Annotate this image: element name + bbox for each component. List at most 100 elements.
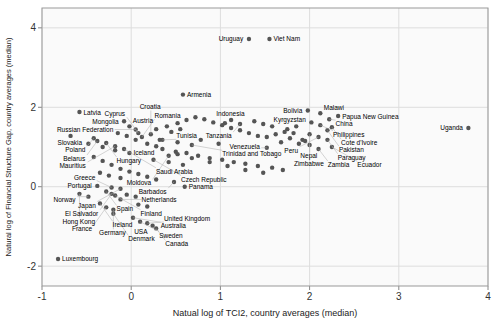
point-label: Tunisia <box>176 132 197 139</box>
leader-line <box>299 137 318 147</box>
point <box>122 119 126 123</box>
point <box>330 125 334 129</box>
point <box>107 173 111 177</box>
x-tick-label: -1 <box>38 291 47 302</box>
y-tick-label: 4 <box>30 22 36 33</box>
point <box>243 168 247 172</box>
point-label: Cote d'Ivoire <box>341 139 378 146</box>
point-label: United Kingdom <box>164 215 210 223</box>
leader-line <box>106 191 116 205</box>
point <box>184 118 188 122</box>
point-label: Poland <box>65 146 86 153</box>
point-label: Croatia <box>140 103 161 110</box>
point <box>127 169 131 173</box>
point-label: Sweden <box>159 232 183 239</box>
point <box>199 138 203 142</box>
point <box>178 127 182 131</box>
point-label: Saudi Arabia <box>156 168 193 175</box>
point <box>133 194 137 198</box>
leader-line <box>100 203 113 221</box>
y-tick-label: -2 <box>27 261 36 272</box>
leader-line <box>162 139 176 141</box>
point <box>267 37 271 41</box>
x-grid-line <box>131 8 132 286</box>
point-label: Latvia <box>83 109 101 116</box>
point-label: Zimbabwe <box>294 160 324 167</box>
point <box>109 185 113 189</box>
leader-line <box>320 125 333 130</box>
point-label: Trinidad and Tobago <box>222 150 281 158</box>
point-label: Barbados <box>139 188 168 195</box>
point-label: Philippines <box>333 131 365 139</box>
point <box>261 171 265 175</box>
point-label: Belarus <box>63 155 86 162</box>
point-label: Nepal <box>300 152 318 160</box>
point <box>68 134 72 138</box>
point <box>232 160 236 164</box>
point <box>175 140 179 144</box>
point-label: Luxembourg <box>62 255 99 263</box>
point <box>247 131 251 135</box>
point-label: Iceland <box>133 149 154 156</box>
point <box>252 119 256 123</box>
point-label: Spain <box>117 205 134 213</box>
point <box>274 132 278 136</box>
y-grid-line <box>42 266 488 267</box>
x-tick <box>131 286 132 290</box>
point <box>306 108 310 112</box>
y-grid-line <box>42 27 488 28</box>
point <box>207 156 211 160</box>
point-label: Indonesia <box>216 110 245 117</box>
point <box>136 202 140 206</box>
point-label: Greece <box>74 174 96 181</box>
x-tick <box>398 286 399 290</box>
leader-line <box>106 143 116 157</box>
point-label: Portugal <box>68 182 93 190</box>
point <box>113 148 117 152</box>
y-grid-line <box>42 107 488 108</box>
y-axis-label: Natural log of Financial Structure Gap, … <box>4 37 13 256</box>
y-tick <box>38 186 42 187</box>
point-label: Tanzania <box>206 132 232 139</box>
point <box>125 192 129 196</box>
point <box>193 115 197 119</box>
point-label: Russian Federation <box>57 126 114 133</box>
point <box>154 144 158 148</box>
point <box>279 140 283 144</box>
point <box>247 37 251 41</box>
point <box>318 111 322 115</box>
leader-line <box>115 129 136 130</box>
point <box>285 127 289 131</box>
point <box>136 172 140 176</box>
leader-line <box>192 145 222 150</box>
plot-background <box>42 8 488 286</box>
point-label: Moldova <box>127 179 152 186</box>
point <box>256 164 260 168</box>
point <box>181 163 185 167</box>
point <box>281 168 285 172</box>
x-tick <box>488 286 489 290</box>
y-tick <box>38 107 42 108</box>
plot-frame <box>42 8 488 286</box>
y-tick <box>38 27 42 28</box>
x-grid-line <box>398 8 399 286</box>
point <box>207 160 211 164</box>
point-label: Zambia <box>328 161 350 168</box>
point-label: El Salvador <box>65 210 99 217</box>
ticks: -101234-2024 <box>27 22 491 302</box>
point-label: Panama <box>189 183 214 190</box>
point <box>125 134 129 138</box>
point <box>238 128 242 132</box>
leader-line <box>133 218 161 223</box>
x-axis-label: Natual log of TCI2, country averages (me… <box>173 308 357 318</box>
point <box>211 120 215 124</box>
point <box>225 164 229 168</box>
point <box>100 145 104 149</box>
point <box>297 142 301 146</box>
leader-line <box>88 146 116 162</box>
point <box>291 131 295 135</box>
point <box>336 114 340 118</box>
leader-line <box>233 124 240 132</box>
point-label: Pakistan <box>339 146 364 153</box>
point-label: Netherlands <box>141 196 177 203</box>
